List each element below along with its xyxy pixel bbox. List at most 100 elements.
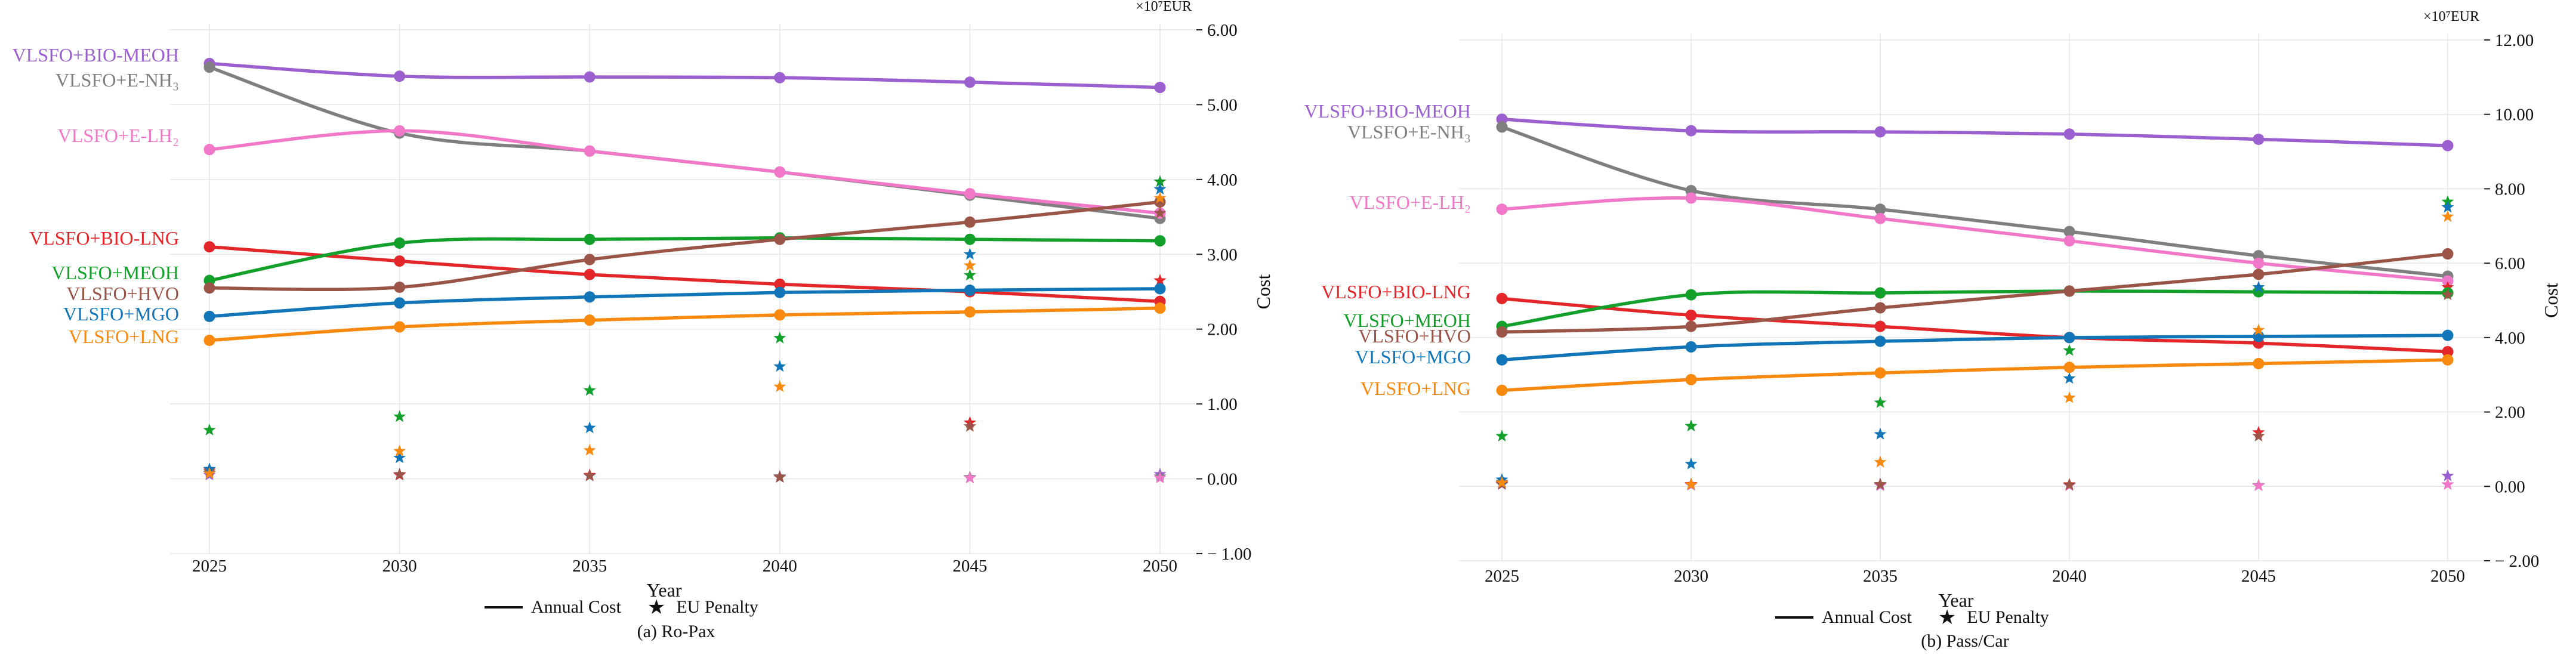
data-point-vlsfo-mgo <box>1874 335 1886 347</box>
series-line-vlsfo-mgo <box>208 287 1162 319</box>
legend-eu-penalty-label: EU Penalty <box>676 597 758 617</box>
data-point-vlsfo-meoh <box>964 233 976 245</box>
y-tick-label: 6.00 <box>2495 254 2525 273</box>
series-line-vlsfo-bio-meoh <box>1500 118 2449 147</box>
data-point-vlsfo-mgo <box>1496 354 1508 366</box>
penalty-star-vlsfo-meoh <box>773 331 786 344</box>
data-point-vlsfo-bio-lng <box>1874 320 1886 332</box>
data-point-vlsfo-lng <box>2063 362 2075 373</box>
data-point-vlsfo-bio-meoh <box>2442 140 2454 152</box>
data-point-vlsfo-hvo <box>203 282 215 294</box>
y-tick-label: 1.00 <box>1207 395 1238 414</box>
penalty-star-vlsfo-e-lh2 <box>963 471 976 484</box>
series-line-vlsfo-e-lh2 <box>1500 196 2449 283</box>
y-tick-label: 10.00 <box>2495 106 2534 125</box>
series-line-vlsfo-lng <box>1500 358 2449 393</box>
penalty-star-vlsfo-meoh <box>963 268 976 281</box>
data-point-vlsfo-e-nh3 <box>203 61 215 73</box>
data-point-vlsfo-hvo <box>584 254 596 265</box>
x-axis: 2025 2030 2035 2040 2045 2050 Year <box>192 557 1177 601</box>
y-tick-label: 4.00 <box>1207 171 1238 190</box>
data-point-vlsfo-e-lh2 <box>964 188 976 200</box>
data-point-vlsfo-hvo <box>964 216 976 228</box>
series-line-vlsfo-bio-meoh <box>208 61 1162 89</box>
x-axis: 2025 2030 2035 2040 2045 2050 Year <box>1485 567 2465 611</box>
data-point-vlsfo-e-nh3 <box>1874 203 1886 215</box>
x-tick-label: 2040 <box>2052 567 2087 586</box>
y-tick-label: 4.00 <box>2495 329 2525 348</box>
series-label-vlsfo-e-nh3: VLSFO+E-NH₃ <box>1347 121 1471 143</box>
data-point-vlsfo-bio-lng <box>203 241 215 253</box>
series-line-vlsfo-mgo <box>1500 333 2449 362</box>
data-point-vlsfo-hvo <box>1685 320 1697 332</box>
penalty-star-vlsfo-e-lh2 <box>2252 479 2265 491</box>
x-tick-label: 2030 <box>1674 567 1708 586</box>
data-point-vlsfo-lng <box>1154 302 1166 314</box>
penalty-star-vlsfo-hvo <box>1874 478 1887 490</box>
y-tick-label: 0.00 <box>1207 470 1238 489</box>
penalty-star-vlsfo-mgo <box>583 421 596 434</box>
x-axis-label: Year <box>647 579 682 601</box>
penalty-star-vlsfo-meoh <box>1495 430 1508 441</box>
penalty-star-vlsfo-mgo <box>1874 428 1887 440</box>
data-point-vlsfo-mgo <box>2063 332 2075 344</box>
data-point-vlsfo-bio-meoh <box>774 72 786 84</box>
data-point-vlsfo-e-lh2 <box>203 144 215 156</box>
x-tick-label: 2045 <box>952 557 987 576</box>
penalty-star-vlsfo-lng <box>773 380 786 393</box>
series-label-vlsfo-e-nh3: VLSFO+E-NH₃ <box>55 69 179 91</box>
data-point-vlsfo-e-lh2 <box>2253 257 2265 269</box>
data-point-vlsfo-bio-meoh <box>1154 82 1166 94</box>
x-tick-label: 2030 <box>382 557 417 576</box>
data-point-vlsfo-bio-meoh <box>1874 126 1886 138</box>
penalty-star-vlsfo-lng <box>1495 476 1508 488</box>
penalty-star-vlsfo-meoh <box>583 384 596 396</box>
penalty-star-vlsfo-lng <box>1153 191 1167 204</box>
penalty-star-vlsfo-bio-lng <box>2441 280 2454 293</box>
series-line-vlsfo-e-lh2 <box>208 129 1162 215</box>
data-point-vlsfo-bio-meoh <box>394 70 406 82</box>
data-point-vlsfo-e-nh3 <box>2063 226 2075 237</box>
series-line-vlsfo-meoh <box>208 236 1162 282</box>
penalty-star-vlsfo-e-lh2 <box>1153 471 1167 484</box>
series-label-vlsfo-meoh: VLSFO+MEOH <box>1343 310 1471 331</box>
penalty-star-vlsfo-meoh <box>1685 419 1698 432</box>
chart-caption: (b) Pass/Car <box>1921 631 2009 651</box>
penalty-star-vlsfo-hvo <box>2063 478 2076 490</box>
legend-eu-penalty-label: EU Penalty <box>1967 607 2049 627</box>
series-line-vlsfo-hvo <box>1500 252 2449 334</box>
annual-cost-line-swatch <box>1775 616 1813 619</box>
penalty-star-vlsfo-hvo <box>583 469 596 481</box>
data-point-vlsfo-e-lh2 <box>584 145 596 157</box>
y-axis-label: Cost <box>2540 283 2562 318</box>
data-point-vlsfo-lng <box>1874 367 1886 379</box>
data-point-vlsfo-lng <box>774 309 786 321</box>
series-line-vlsfo-bio-lng <box>208 245 1162 304</box>
x-axis-label: Year <box>1939 589 1974 611</box>
series-line-vlsfo-e-nh3 <box>1500 125 2449 278</box>
data-point-vlsfo-e-lh2 <box>1874 212 1886 224</box>
data-point-vlsfo-meoh <box>1685 289 1697 301</box>
y-tick-label: 2.00 <box>2495 403 2525 422</box>
data-point-vlsfo-lng <box>203 335 215 347</box>
penalty-star-vlsfo-mgo <box>2441 200 2454 213</box>
x-tick-label: 2035 <box>572 557 607 576</box>
series-label-vlsfo-bio-lng: VLSFO+BIO-LNG <box>29 227 179 249</box>
penalty-star-vlsfo-mgo <box>1153 183 1167 195</box>
x-tick-label: 2025 <box>1485 567 1519 586</box>
penalty-star-vlsfo-hvo <box>2252 430 2265 441</box>
y-tick-label: − 1.00 <box>1207 545 1251 564</box>
eu-penalty-star-icon: ★ <box>647 597 666 619</box>
data-point-vlsfo-meoh <box>584 233 596 245</box>
data-point-vlsfo-hvo <box>1874 302 1886 314</box>
data-point-vlsfo-lng <box>1685 373 1697 385</box>
data-point-vlsfo-e-lh2 <box>394 125 406 137</box>
penalty-star-vlsfo-bio-meoh <box>2441 469 2454 481</box>
x-tick-label: 2050 <box>1143 557 1177 576</box>
series-line-vlsfo-meoh <box>1500 289 2449 328</box>
data-point-vlsfo-hvo <box>1154 196 1166 208</box>
series-label-vlsfo-e-lh2: VLSFO+E-LH₂ <box>1350 191 1471 213</box>
penalty-star-vlsfo-mgo <box>1685 457 1698 470</box>
penalty-star-vlsfo-mgo <box>773 360 786 372</box>
x-tick-label: 2050 <box>2430 567 2465 586</box>
